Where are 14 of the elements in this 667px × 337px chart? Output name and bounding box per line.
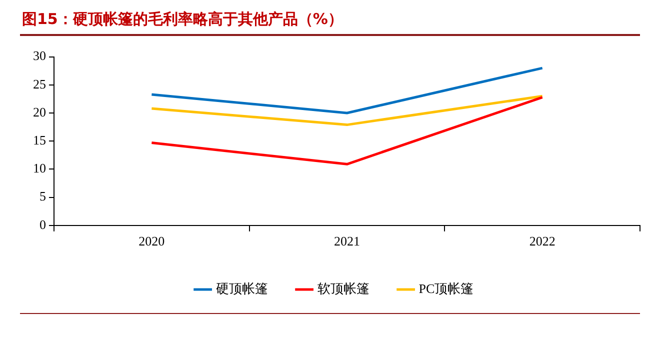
chart-title: 图15：硬顶帐篷的毛利率略高于其他产品（%） bbox=[22, 10, 343, 29]
y-tick-label: 25 bbox=[33, 76, 46, 92]
x-tick-label: 2020 bbox=[138, 234, 165, 249]
legend-label: PC顶帐篷 bbox=[418, 280, 474, 296]
y-tick-label: 20 bbox=[33, 104, 46, 120]
y-tick-label: 0 bbox=[40, 216, 46, 232]
x-tick-label: 2021 bbox=[334, 234, 360, 249]
legend-label: 软顶帐篷 bbox=[317, 280, 370, 296]
x-tick-label: 2022 bbox=[529, 234, 556, 249]
y-tick-label: 5 bbox=[40, 188, 46, 204]
y-tick-label: 15 bbox=[33, 132, 46, 148]
y-tick-label: 10 bbox=[33, 160, 46, 176]
y-tick-label: 30 bbox=[33, 48, 46, 64]
legend-label: 硬顶帐篷 bbox=[216, 280, 268, 296]
